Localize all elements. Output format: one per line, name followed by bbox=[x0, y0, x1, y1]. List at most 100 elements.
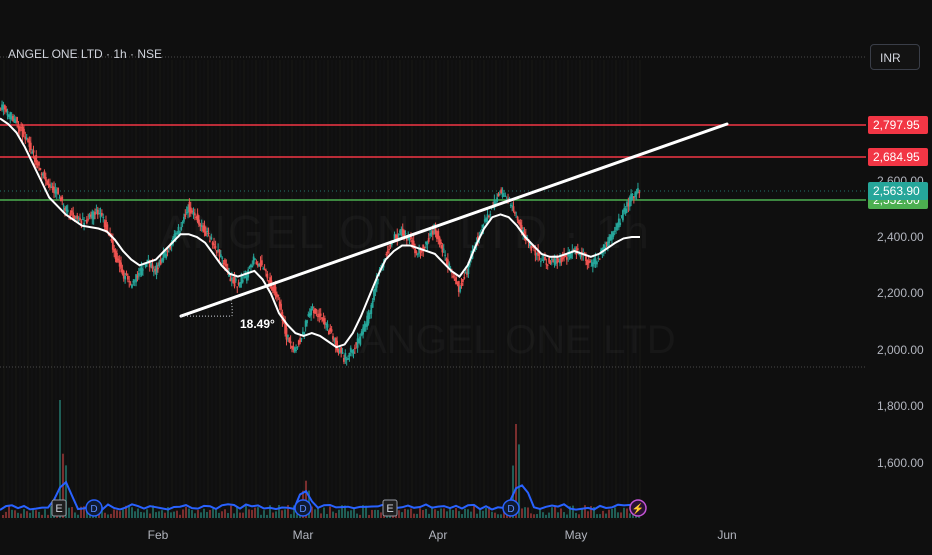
volume-bar bbox=[80, 506, 82, 518]
current-price-label: 2,563.90 bbox=[873, 184, 920, 198]
candle-body bbox=[373, 289, 375, 301]
x-tick-label: Feb bbox=[148, 528, 169, 542]
candle-body bbox=[10, 116, 13, 119]
volume-bar bbox=[416, 513, 418, 518]
candle-body bbox=[559, 258, 561, 264]
currency-button[interactable]: INR bbox=[870, 44, 920, 70]
x-tick-label: Mar bbox=[293, 528, 314, 542]
candle-body bbox=[111, 239, 114, 250]
volume-bar bbox=[134, 511, 136, 518]
candle-body bbox=[20, 126, 23, 128]
volume-bar bbox=[563, 512, 565, 518]
candle-body bbox=[185, 212, 188, 214]
candle-body bbox=[33, 156, 36, 162]
candle-body bbox=[129, 284, 132, 286]
volume-bar bbox=[113, 509, 115, 518]
trendline[interactable] bbox=[179, 122, 729, 318]
candle-body bbox=[196, 213, 199, 222]
candle-body bbox=[593, 258, 596, 265]
candle-body bbox=[370, 304, 373, 314]
dividend-marker[interactable] bbox=[85, 499, 103, 517]
volume-bar bbox=[212, 508, 214, 518]
volume-bar bbox=[248, 509, 250, 518]
candle-body bbox=[487, 215, 490, 217]
candle-body bbox=[297, 340, 300, 345]
candle-body bbox=[590, 265, 593, 267]
candle-body bbox=[553, 258, 556, 265]
volume-bar bbox=[65, 465, 67, 518]
candle-body bbox=[500, 189, 503, 194]
candle-body bbox=[203, 225, 206, 233]
candle-body bbox=[441, 245, 444, 253]
candle-body bbox=[14, 120, 17, 123]
volume-bar bbox=[278, 505, 280, 518]
candle-body bbox=[397, 233, 400, 236]
candle-body bbox=[76, 215, 79, 219]
volume-bar bbox=[206, 511, 208, 518]
candle-body bbox=[483, 219, 486, 222]
dividend-marker-label: D bbox=[299, 504, 306, 515]
candle-body bbox=[57, 187, 60, 194]
candle-body bbox=[260, 260, 263, 265]
candle-body bbox=[327, 330, 330, 335]
candle-body bbox=[49, 184, 51, 188]
candle-body bbox=[616, 223, 619, 228]
candle-body bbox=[245, 274, 248, 281]
candle-body bbox=[169, 245, 172, 249]
candle-body bbox=[43, 171, 46, 179]
candle-body bbox=[462, 279, 464, 282]
volume-bar bbox=[161, 510, 163, 518]
volume-bar bbox=[32, 509, 34, 518]
candle-body bbox=[507, 198, 509, 200]
candle-body bbox=[38, 161, 40, 166]
candle-body bbox=[69, 212, 72, 217]
candle-body bbox=[446, 259, 449, 268]
candle-body bbox=[239, 282, 241, 288]
candle-body bbox=[596, 261, 598, 265]
volume-bar bbox=[131, 507, 133, 518]
candle-body bbox=[534, 250, 537, 256]
candle-body bbox=[572, 249, 575, 251]
volume-bar bbox=[491, 511, 493, 518]
candle-body bbox=[518, 220, 520, 224]
volume-bar bbox=[500, 514, 502, 518]
candle-body bbox=[53, 186, 55, 193]
candle-body bbox=[263, 269, 266, 271]
candle-body bbox=[467, 262, 470, 275]
candle-body bbox=[62, 205, 65, 207]
earnings-marker[interactable] bbox=[51, 499, 67, 517]
candle-body bbox=[411, 240, 414, 248]
candle-body bbox=[218, 249, 221, 257]
candle-body bbox=[568, 253, 571, 256]
volume-bar bbox=[629, 513, 631, 518]
candle-body bbox=[7, 114, 10, 118]
volume-bar bbox=[311, 506, 313, 518]
candle-body bbox=[35, 155, 38, 165]
earnings-marker[interactable] bbox=[382, 499, 398, 517]
candle-body bbox=[178, 230, 181, 235]
candle-body bbox=[451, 272, 453, 274]
candle-body bbox=[136, 275, 139, 278]
candle-body bbox=[31, 152, 34, 154]
candle-body bbox=[620, 215, 623, 217]
candle-body bbox=[586, 259, 589, 265]
dividend-marker[interactable] bbox=[294, 499, 312, 517]
event-marker[interactable] bbox=[629, 499, 647, 517]
candle-body bbox=[545, 263, 548, 265]
candle-body bbox=[403, 230, 406, 237]
volume-bar bbox=[479, 510, 481, 518]
dividend-marker[interactable] bbox=[502, 499, 520, 517]
candle-body bbox=[385, 253, 388, 255]
candle-body bbox=[46, 180, 49, 185]
volume-bar bbox=[215, 510, 217, 518]
volume-bar bbox=[602, 510, 604, 518]
volume-bar bbox=[374, 509, 376, 518]
candle-body bbox=[154, 268, 157, 272]
candle-body bbox=[217, 249, 220, 251]
volume-bar bbox=[404, 508, 406, 518]
volume-bar bbox=[122, 509, 124, 518]
candle-body bbox=[159, 259, 162, 265]
candle-body bbox=[23, 128, 25, 134]
